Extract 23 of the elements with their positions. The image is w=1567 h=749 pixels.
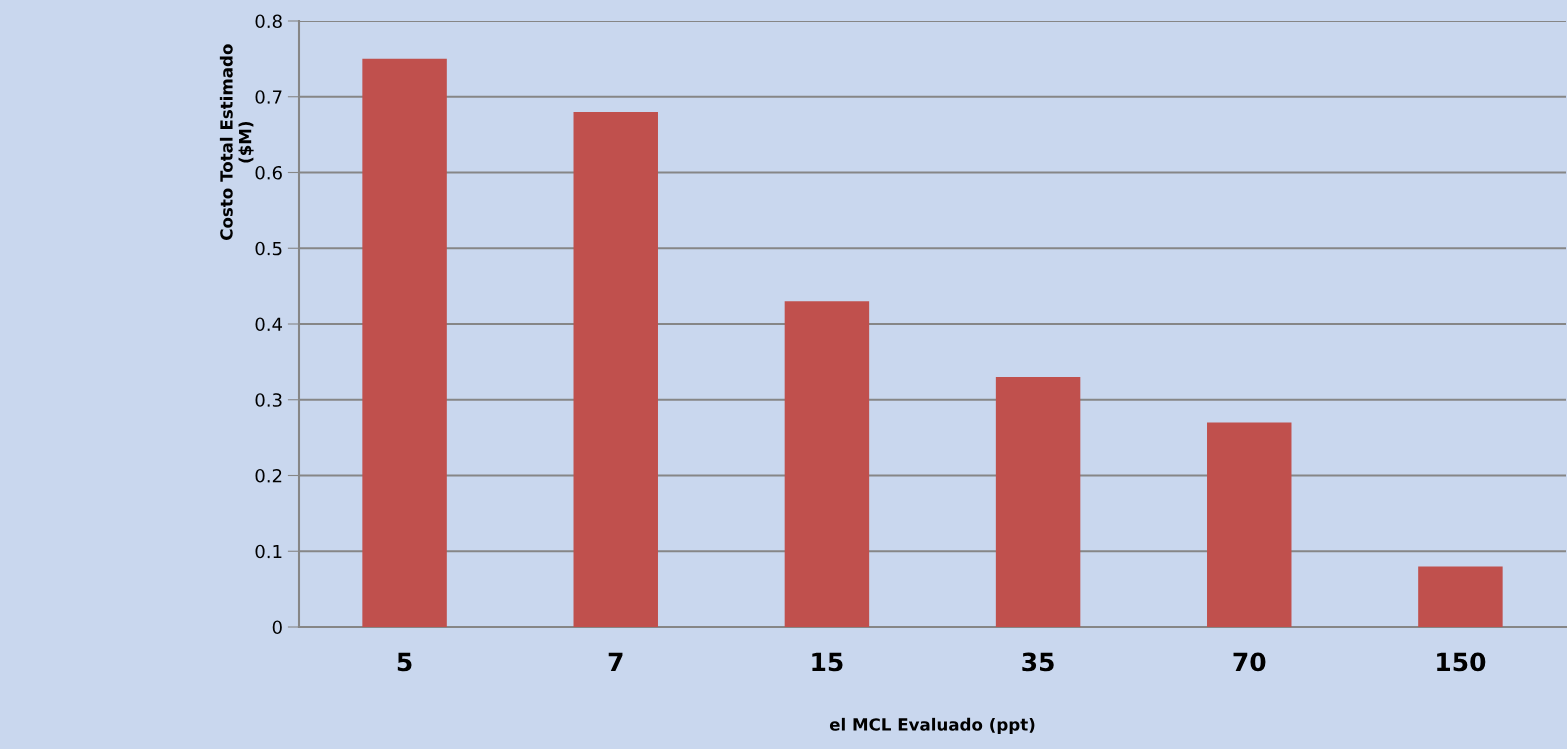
y-tick-label: 0.3: [255, 393, 282, 407]
x-tick-label: 5: [397, 652, 412, 672]
x-tick-label: 7: [608, 652, 623, 671]
y-tick-label: 0.1: [255, 544, 282, 559]
y-tick-label: 0.5: [255, 241, 282, 256]
bar: [1418, 566, 1503, 627]
y-tick-label: 0: [272, 620, 282, 635]
x-tick-label: 150: [1437, 652, 1486, 672]
y-axis-title: Costo Total Estimado ($M): [219, 44, 254, 240]
bar: [995, 377, 1081, 627]
bar: [784, 301, 870, 627]
bar: [362, 58, 447, 627]
x-tick-label: 15: [812, 652, 843, 672]
bar: [1207, 422, 1292, 627]
x-tick-label: 35: [1022, 652, 1054, 672]
y-tick-label: 0.2: [255, 468, 282, 483]
y-tick-label: 0.7: [255, 90, 282, 104]
y-tick-label: 0.8: [255, 14, 282, 29]
x-axis-title: el MCL Evaluado (ppt): [829, 717, 1035, 734]
bar: [573, 111, 658, 627]
x-tick-label: 70: [1233, 652, 1266, 672]
y-tick-label: 0.6: [255, 165, 282, 180]
y-tick-label: 0.4: [255, 317, 283, 332]
